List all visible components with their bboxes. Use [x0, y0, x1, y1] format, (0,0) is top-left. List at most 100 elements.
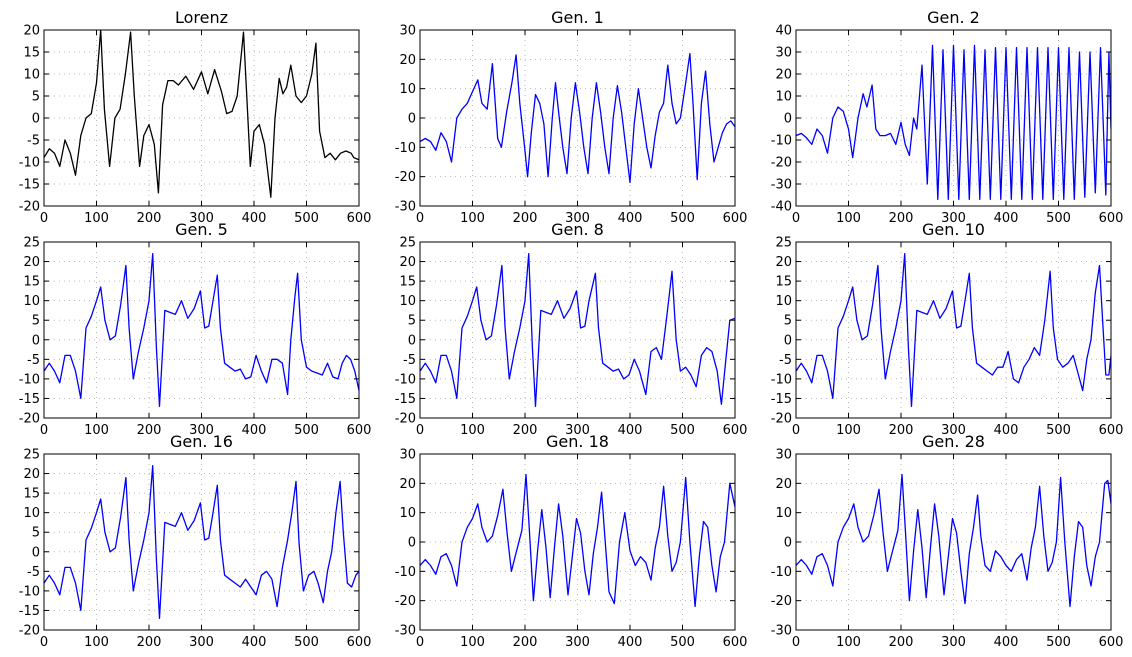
x-tick-label: 200	[889, 211, 914, 226]
y-tick-label: 5	[32, 314, 40, 329]
x-tick-label: 400	[994, 635, 1019, 650]
x-tick-label: 200	[137, 211, 162, 226]
x-tick-label: 300	[565, 635, 590, 650]
y-tick-label: 0	[784, 536, 792, 551]
chart-panel-6: 0 100 200 300 400 500 600 -20 -15 -10 -5 0 5 10 15 20 25…	[771, 220, 1124, 438]
y-tick-label: 5	[32, 90, 40, 105]
y-tick-label: -20	[395, 412, 416, 427]
chart-title: Gen. 5	[175, 220, 228, 239]
x-tick-label: 100	[84, 211, 109, 226]
x-tick-label: 400	[618, 211, 643, 226]
series-line	[796, 44, 1111, 201]
y-tick-label: 15	[23, 275, 40, 290]
y-tick-label: 30	[399, 448, 416, 463]
series-line	[420, 253, 735, 407]
x-tick-label: 0	[416, 211, 424, 226]
y-tick-label: 20	[775, 255, 792, 270]
axes-frame	[419, 241, 736, 419]
x-tick-label: 300	[565, 211, 590, 226]
y-tick-label: 25	[775, 236, 792, 251]
y-tick-label: 0	[408, 333, 416, 348]
y-tick-label: 15	[23, 487, 40, 502]
x-tick-label: 600	[347, 423, 372, 438]
y-tick-label: 20	[775, 477, 792, 492]
y-tick-label: 0	[32, 545, 40, 560]
x-tick-label: 300	[941, 211, 966, 226]
x-tick-label: 0	[792, 211, 800, 226]
y-tick-label: 10	[23, 506, 40, 521]
series-line	[420, 52, 735, 184]
x-tick-label: 300	[941, 635, 966, 650]
y-tick-label: 40	[775, 24, 792, 39]
y-tick-label: 20	[399, 477, 416, 492]
y-tick-label: -10	[771, 565, 792, 580]
y-tick-label: 10	[23, 68, 40, 83]
x-tick-label: 200	[513, 423, 538, 438]
y-tick-label: -30	[771, 624, 792, 639]
y-tick-label: -20	[771, 594, 792, 609]
y-tick-label: -15	[19, 392, 40, 407]
x-tick-label: 100	[460, 423, 485, 438]
chart-title: Gen. 1	[551, 8, 604, 27]
x-tick-label: 300	[565, 423, 590, 438]
x-tick-label: 100	[836, 211, 861, 226]
y-tick-label: 20	[775, 68, 792, 83]
axes-frame	[795, 453, 1112, 631]
y-tick-label: 15	[399, 275, 416, 290]
x-tick-label: 0	[416, 423, 424, 438]
y-tick-label: 0	[784, 333, 792, 348]
x-tick-label: 0	[416, 635, 424, 650]
y-tick-label: 10	[399, 82, 416, 97]
x-tick-label: 600	[723, 211, 748, 226]
y-tick-label: -30	[771, 178, 792, 193]
y-tick-label: 10	[399, 506, 416, 521]
x-tick-label: 400	[994, 211, 1019, 226]
chart-panel-4: 0 100 200 300 400 500 600 -20 -15 -10 -5 0 5 10 15 20 25…	[19, 220, 372, 438]
y-tick-label: -20	[395, 594, 416, 609]
x-tick-label: 0	[40, 211, 48, 226]
chart-panel-9: 0 100 200 300 400 500 600 -30 -20 -10 0 10 20 30 Gen. …	[771, 432, 1124, 650]
axes-frame	[43, 453, 360, 631]
x-tick-label: 400	[994, 423, 1019, 438]
y-tick-label: 25	[399, 236, 416, 251]
y-tick-label: -20	[19, 624, 40, 639]
x-tick-label: 500	[294, 423, 319, 438]
x-tick-label: 400	[618, 423, 643, 438]
y-tick-label: -10	[19, 156, 40, 171]
x-tick-label: 0	[40, 423, 48, 438]
y-tick-label: 25	[23, 236, 40, 251]
y-tick-label: 10	[23, 294, 40, 309]
y-tick-label: -20	[771, 156, 792, 171]
x-tick-label: 400	[242, 211, 267, 226]
x-tick-label: 500	[670, 211, 695, 226]
chart-panel-2: 0 100 200 300 400 500 600 -30 -20 -10 0 10 20 30 Gen. …	[395, 8, 748, 226]
y-tick-label: 30	[775, 448, 792, 463]
y-tick-label: 10	[775, 294, 792, 309]
y-tick-label: -5	[27, 565, 40, 580]
x-tick-label: 100	[836, 635, 861, 650]
chart-title: Gen. 10	[922, 220, 985, 239]
chart-panel-3: 0 100 200 300 400 500 600 -40 -30 -20 -10 0 10 20 30 40…	[771, 8, 1124, 226]
y-tick-label: -30	[395, 200, 416, 215]
y-tick-label: -40	[771, 200, 792, 215]
y-tick-label: 0	[408, 536, 416, 551]
series-line	[44, 465, 359, 619]
y-tick-label: 15	[775, 275, 792, 290]
axes-frame	[43, 241, 360, 419]
y-tick-label: -15	[19, 178, 40, 193]
y-tick-label: -10	[395, 141, 416, 156]
y-tick-label: 30	[399, 24, 416, 39]
y-tick-label: 20	[23, 467, 40, 482]
x-tick-label: 600	[723, 423, 748, 438]
y-tick-label: 20	[23, 24, 40, 39]
x-tick-label: 100	[460, 635, 485, 650]
y-tick-label: -30	[395, 624, 416, 639]
axes-frame	[419, 29, 736, 207]
x-tick-label: 600	[1099, 423, 1124, 438]
y-tick-label: 20	[399, 53, 416, 68]
x-tick-label: 400	[618, 635, 643, 650]
x-tick-label: 500	[1046, 635, 1071, 650]
y-tick-label: 0	[32, 112, 40, 127]
y-tick-label: 30	[775, 46, 792, 61]
x-tick-label: 200	[513, 211, 538, 226]
